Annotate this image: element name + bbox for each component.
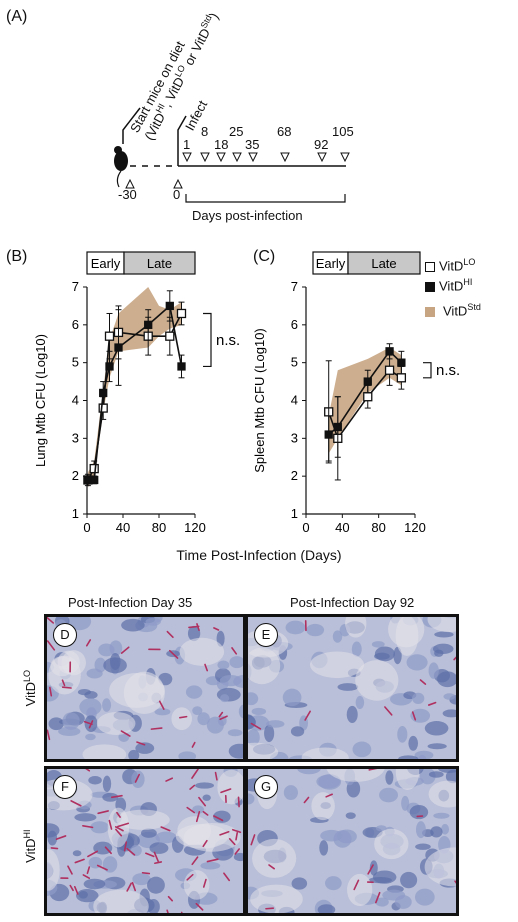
sample-triangles	[182, 152, 350, 163]
data-point	[90, 475, 99, 485]
y-tick-label: 1	[72, 506, 79, 521]
row-label-lo: VitDLO	[21, 669, 39, 707]
x-tick-label: 80	[371, 520, 385, 535]
legend: VitDLO VitDHI VitDStd	[425, 254, 481, 319]
std-band	[328, 347, 402, 454]
start-triangle	[125, 178, 135, 189]
data-point	[105, 362, 114, 371]
x-tick-label: 80	[152, 520, 166, 535]
data-point	[363, 377, 372, 386]
data-point	[363, 392, 373, 402]
data-point	[165, 301, 174, 311]
day-105-label: 105	[332, 124, 354, 139]
day-8-label: 8	[201, 124, 209, 139]
mouse-icon	[114, 146, 128, 188]
data-point	[89, 463, 99, 474]
micrograph-label-f: F	[53, 775, 77, 799]
day-25-label: 25	[229, 124, 244, 139]
phase-early-label: Early	[316, 256, 346, 271]
micrograph-label-g: G	[254, 775, 278, 799]
zero-day-label: 0	[173, 187, 181, 202]
phase-early-label: Early	[91, 256, 121, 271]
y-tick-label: 7	[291, 279, 298, 294]
day-68-label: 68	[277, 124, 292, 139]
y-tick-label: 6	[72, 317, 79, 332]
y-tick-label: 2	[72, 468, 79, 483]
micrograph-label-d: D	[53, 623, 77, 647]
panel-label-b: (B)	[6, 248, 28, 265]
day-18-label: 18	[214, 137, 229, 152]
micro-col-title-day35: Post-Infection Day 35	[68, 595, 193, 610]
y-tick-label: 4	[291, 393, 298, 408]
legend-item-std: VitDStd	[425, 299, 481, 319]
ns-annotation: n.s.	[216, 332, 240, 349]
micrograph-g: G	[245, 766, 459, 916]
timeline-diagram	[114, 107, 350, 203]
data-point	[98, 403, 108, 413]
micrograph-texture	[47, 769, 243, 913]
days-post-infection-label: Days post-infection	[192, 208, 303, 223]
micrograph-d: D	[44, 614, 246, 762]
ns-annotation: n.s.	[436, 362, 460, 379]
x-tick-label: 120	[184, 520, 206, 535]
y-axis-label: Spleen Mtb CFU (Log10)	[252, 328, 267, 473]
micrograph-texture	[248, 769, 456, 913]
panel-label-c: (C)	[253, 248, 276, 265]
data-point	[177, 362, 186, 371]
data-point	[396, 373, 407, 383]
data-point	[165, 331, 175, 341]
x-tick-label: 120	[404, 520, 426, 535]
micrograph-f: F	[44, 766, 246, 916]
day-1-label: 1	[183, 137, 191, 152]
y-axis-label: Lung Mtb CFU (Log10)	[33, 334, 48, 467]
micrograph-texture	[248, 617, 456, 759]
data-point	[176, 308, 187, 319]
data-point	[397, 358, 406, 367]
y-tick-label: 1	[291, 506, 298, 521]
y-tick-label: 3	[72, 430, 79, 445]
data-point	[104, 331, 115, 341]
ns-bracket	[203, 312, 212, 368]
y-tick-label: 7	[72, 279, 79, 294]
ns-bracket	[423, 362, 432, 379]
micrograph-e: E	[245, 614, 459, 762]
data-point	[333, 422, 342, 432]
data-point	[384, 365, 395, 375]
shared-xlabel: Time Post-Infection (Days)	[176, 547, 342, 563]
data-point	[385, 347, 394, 356]
data-point	[99, 388, 108, 398]
phase-late-label: Late	[371, 256, 396, 271]
y-tick-label: 6	[291, 317, 298, 332]
micrograph-label-e: E	[254, 623, 278, 647]
data-point	[324, 430, 333, 439]
row-label-hi: VitDHI	[21, 829, 39, 863]
legend-item-hi: VitDHI	[425, 274, 481, 294]
day-35-label: 35	[245, 137, 260, 152]
panel-label-a: (A)	[6, 8, 28, 25]
phase-late-box	[123, 251, 196, 275]
start-day-label: -30	[118, 187, 137, 202]
data-point	[114, 343, 123, 352]
data-point	[144, 320, 153, 329]
y-tick-label: 5	[72, 355, 79, 370]
legend-item-lo: VitDLO	[425, 254, 481, 274]
micro-col-title-day92: Post-Infection Day 92	[290, 595, 415, 610]
x-tick-label: 0	[83, 520, 90, 535]
x-tick-label: 40	[116, 520, 130, 535]
micrograph-texture	[47, 617, 243, 759]
day-92-label: 92	[314, 137, 329, 152]
x-tick-label: 40	[335, 520, 349, 535]
y-tick-label: 5	[291, 355, 298, 370]
phase-late-label: Late	[147, 256, 172, 271]
x-tick-label: 0	[302, 520, 309, 535]
infect-triangle	[173, 178, 183, 189]
phase-late-box	[347, 251, 421, 275]
y-tick-label: 3	[291, 430, 298, 445]
y-tick-label: 2	[291, 468, 298, 483]
y-tick-label: 4	[72, 393, 79, 408]
